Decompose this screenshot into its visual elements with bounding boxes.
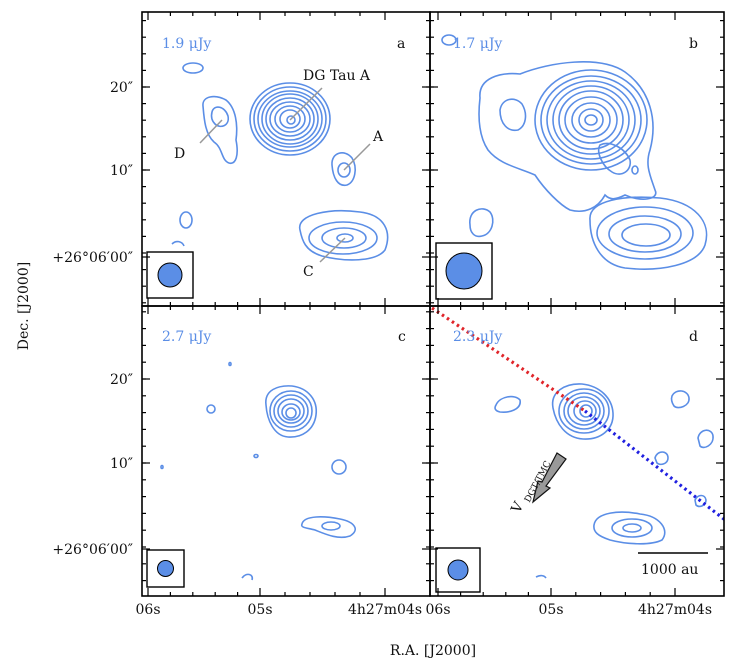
xtick-c-2: 4h27m04s <box>348 602 422 618</box>
jet-lines <box>431 306 724 522</box>
noise-d: 2.3 μJy <box>453 329 502 345</box>
dgtau-d-contours <box>551 383 614 440</box>
source-c-b-4 <box>621 223 671 247</box>
blob-d-6 <box>535 574 547 579</box>
noise-b: 1.7 μJy <box>453 36 502 52</box>
xtick-c-1: 05s <box>248 602 273 618</box>
blob-c-6 <box>241 573 254 581</box>
blob-d-4 <box>654 451 669 466</box>
ytick-a-1: 10″ <box>110 163 133 179</box>
noise-c: 2.7 μJy <box>162 329 211 345</box>
xtick-d-0: 06s <box>426 602 451 618</box>
blob-b-top <box>441 34 457 46</box>
source-c-d <box>593 511 666 545</box>
dgtau-contours <box>249 82 331 156</box>
beam-ellipse-b <box>445 252 483 290</box>
ytick-a-2: +26°06′00″ <box>52 250 133 266</box>
y-axis-label: Dec. [J2000] <box>16 262 32 350</box>
beam-ellipse-d <box>447 559 469 581</box>
label-c: C <box>303 264 314 280</box>
label-dgtau: DG Tau A <box>303 68 371 84</box>
y-tick-labels: 20″ 10″ +26°06′00″ 20″ 10″ +26°06′00″ <box>52 80 133 558</box>
ytick-c-1: 10″ <box>110 456 133 472</box>
source-c-b-3 <box>608 215 682 253</box>
source-c-d-2 <box>611 518 653 538</box>
blob-b-left <box>469 208 494 238</box>
ticks <box>142 12 724 596</box>
source-c-c <box>300 516 356 539</box>
source-c-b-outer <box>589 196 708 270</box>
beam-ellipse <box>157 262 183 288</box>
envelope-inner <box>499 98 527 132</box>
blob-top <box>182 62 204 74</box>
scalebar: 1000 au <box>638 552 708 578</box>
dgtau-c-contours <box>265 385 317 438</box>
blob-c-4 <box>228 361 232 367</box>
x-axis-label: R.A. [J2000] <box>390 643 476 659</box>
blob-c-2 <box>331 459 347 475</box>
xtick-c-0: 06s <box>136 602 161 618</box>
blob-c-1 <box>206 404 216 414</box>
source-c-4 <box>336 233 354 243</box>
panel-d <box>435 383 714 593</box>
label-a: A <box>372 129 384 145</box>
xtick-d-1: 05s <box>539 602 564 618</box>
frame-c <box>141 305 431 597</box>
ytick-c-0: 20″ <box>110 372 133 388</box>
frame-d <box>429 305 725 597</box>
letter-c: c <box>398 329 406 345</box>
beam-ellipse-c <box>157 560 174 577</box>
blob-left <box>179 211 193 229</box>
ytick-a-0: 20″ <box>110 80 133 96</box>
panel-b <box>435 34 708 300</box>
noise-a: 1.9 μJy <box>162 36 211 52</box>
ytick-c-2: +26°06′00″ <box>52 542 133 558</box>
blob-c-3 <box>253 453 259 459</box>
dgtau-b-contours <box>534 69 648 171</box>
velocity-arrow: V DGT/TMC <box>508 452 567 517</box>
blob-d-3 <box>697 429 714 449</box>
source-c-3 <box>321 227 367 249</box>
source-d-contour <box>202 95 238 164</box>
source-c-outer <box>299 210 389 261</box>
jet-line-blue <box>584 409 724 522</box>
letter-a: a <box>397 36 405 52</box>
letter-d: d <box>689 329 698 345</box>
blob-c-5 <box>160 464 164 470</box>
panel-a-annotations: DG Tau A A C D <box>174 68 384 280</box>
source-c-b-2 <box>596 206 694 260</box>
blob-d-5 <box>694 494 707 508</box>
frames <box>141 11 725 597</box>
source-a-inner <box>337 162 351 178</box>
xtick-d-2: 4h27m04s <box>638 602 712 618</box>
blob-d-1 <box>494 395 521 413</box>
jet-line-red <box>431 306 586 413</box>
scalebar-label: 1000 au <box>641 562 698 578</box>
x-tick-labels: 06s 05s 4h27m04s 06s 05s 4h27m04s <box>136 602 713 618</box>
source-a-contour <box>331 152 356 187</box>
source-c-c-inner <box>321 521 341 531</box>
blob-d-2 <box>670 390 690 409</box>
source-d-inner <box>210 106 230 128</box>
panel-c <box>146 361 356 588</box>
panel-labels: 1.9 μJy 1.7 μJy 2.7 μJy 2.3 μJy a b c d <box>162 36 698 345</box>
source-c-d-3 <box>622 523 642 533</box>
blob-b-small <box>631 165 639 175</box>
panel-a <box>146 62 389 299</box>
label-d: D <box>174 146 185 162</box>
letter-b: b <box>689 36 698 52</box>
blob-left-low <box>171 240 185 247</box>
source-c-2 <box>308 221 378 255</box>
